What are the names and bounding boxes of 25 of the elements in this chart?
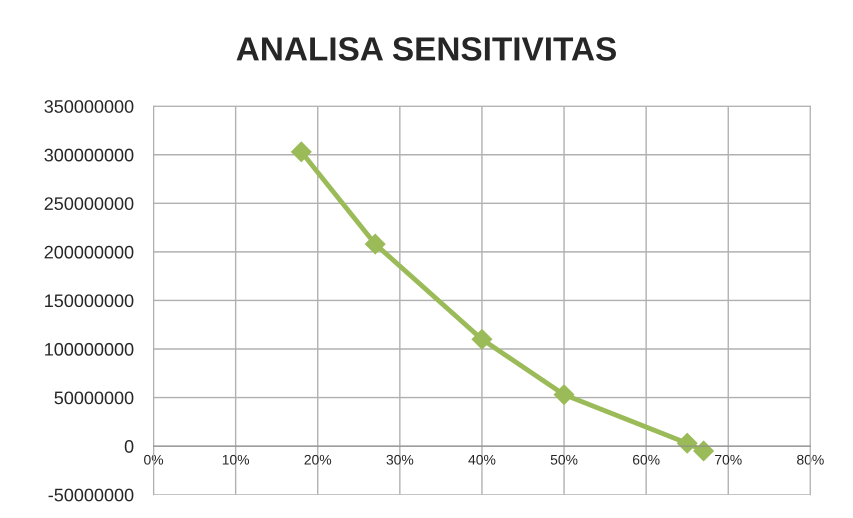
point (554, 384, 574, 405)
point (472, 328, 492, 350)
y-tick-label: 150000000 (45, 294, 134, 308)
x-tick-label: 40% (468, 454, 496, 465)
point (693, 440, 714, 462)
y-tick-label: -50000000 (48, 488, 134, 502)
x-tick-label: 10% (222, 454, 250, 465)
y-tick-label: 0 (124, 440, 134, 453)
x-tick-label: 70% (715, 454, 742, 465)
y-tick-label: 200000000 (44, 246, 134, 259)
y-tick-label: 300000000 (44, 148, 134, 162)
y-tick-label: 50000000 (54, 392, 134, 404)
x-tick-label: 0% (144, 454, 164, 465)
point (364, 234, 386, 254)
y-tick-label: 250000000 (44, 197, 134, 210)
y-tick-label: 350000000 (44, 100, 134, 113)
chart-title: ANALISA SENSITIVITAS (236, 37, 616, 61)
point (290, 142, 312, 162)
x-tick-label: 80% (797, 454, 824, 465)
y-tick-label: 100000000 (45, 342, 134, 356)
x-tick-label: 60% (632, 454, 660, 465)
x-tick-label: 50% (550, 454, 578, 465)
point (676, 432, 698, 454)
x-tick-label: 20% (304, 454, 332, 465)
x-tick-label: 30% (386, 454, 414, 465)
